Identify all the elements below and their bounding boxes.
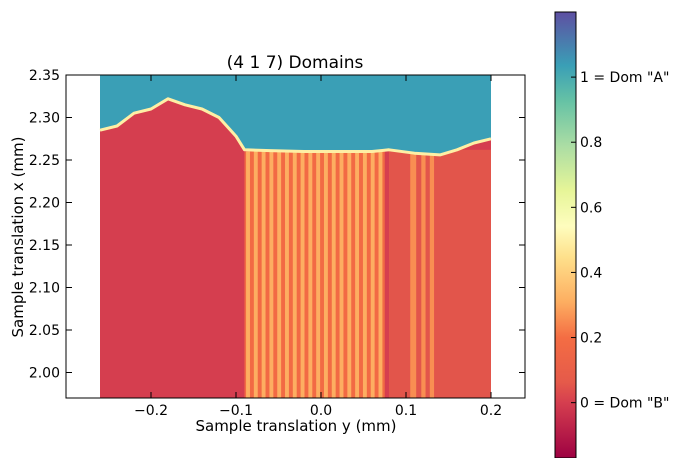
heatmap-region-top <box>100 75 491 155</box>
heatmap-stripe-right <box>429 153 435 398</box>
colorbar-tick-label: 0.4 <box>580 265 602 281</box>
heatmap-stripe <box>362 151 367 398</box>
y-tick-label: 2.15 <box>29 238 60 254</box>
heatmap-stripe <box>269 151 274 398</box>
heatmap-region-right <box>389 149 491 398</box>
heatmap-stripe-right <box>410 153 417 398</box>
y-tick-label: 2.20 <box>29 196 60 212</box>
heatmap-stripe <box>253 151 258 398</box>
heatmap-stripe <box>308 151 313 398</box>
heatmap-stripe <box>316 151 321 398</box>
x-tick-label: 0.2 <box>480 403 502 419</box>
y-tick-label: 2.25 <box>29 153 60 169</box>
y-axis-ticks: 2.00 2.05 2.10 2.15 2.20 2.25 2.30 2.35 <box>29 68 525 382</box>
colorbar-tick-label: 0.2 <box>580 331 602 347</box>
y-tick-label: 2.05 <box>29 323 60 339</box>
x-axis-label: Sample translation y (mm) <box>195 417 396 435</box>
heatmap-stripe <box>347 151 352 398</box>
colorbar-tick-label: 0.8 <box>580 135 602 151</box>
heatmap-stripe <box>261 151 266 398</box>
heatmap-stripe <box>300 151 305 398</box>
domain-boundary <box>99 97 492 157</box>
chart-title: (4 1 7) Domains <box>227 53 364 73</box>
plot-frame <box>65 74 526 399</box>
colorbar-tick-label: 0 = Dom "B" <box>580 396 669 412</box>
heatmap-image <box>99 75 492 398</box>
heatmap-stripe-band <box>244 151 385 398</box>
y-tick-label: 2.00 <box>29 366 60 382</box>
y-tick-label: 2.30 <box>29 111 60 127</box>
colorbar-ticks: 0 = Dom "B" 0.2 0.4 0.6 0.8 1 = Dom "A" <box>571 70 669 412</box>
colorbar <box>554 11 577 458</box>
heatmap-stripe <box>331 151 336 398</box>
heatmap-stripe <box>292 151 297 398</box>
heatmap-stripe <box>378 151 383 398</box>
heatmap-stripe <box>246 151 250 398</box>
heatmap-stripe <box>285 151 289 398</box>
heatmap-stripe <box>339 151 344 398</box>
colorbar-tick-label: 0.6 <box>580 200 602 216</box>
heatmap-stripe <box>277 151 282 398</box>
colorbar-tick-label: 1 = Dom "A" <box>580 70 669 86</box>
heatmap-stripe <box>370 151 375 398</box>
x-tick-label: −0.1 <box>219 403 253 419</box>
heatmap-stripe-right <box>421 153 426 398</box>
x-tick-label: 0.1 <box>395 403 417 419</box>
y-tick-label: 2.35 <box>29 68 60 84</box>
heatmap-stripe <box>323 151 328 398</box>
y-tick-label: 2.10 <box>29 281 60 297</box>
x-tick-label: 0.0 <box>310 403 332 419</box>
x-tick-label: −0.2 <box>134 403 168 419</box>
y-axis-label: Sample translation x (mm) <box>9 136 27 337</box>
heatmap-stripe <box>355 151 360 398</box>
x-axis-ticks: −0.2 −0.1 0.0 0.1 0.2 <box>134 75 502 419</box>
